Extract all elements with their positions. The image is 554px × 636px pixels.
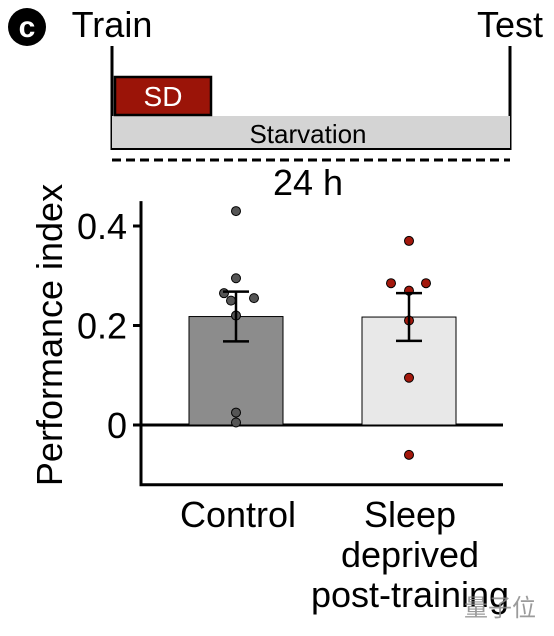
y-axis-label: Performance index	[29, 184, 70, 486]
sd-label: SD	[144, 81, 183, 112]
x-category-label: deprived	[341, 534, 479, 575]
data-points	[219, 206, 431, 460]
test-label: Test	[477, 4, 543, 45]
error-bars	[223, 290, 422, 343]
protocol-timeline: Train Test Starvation SD 24 h	[72, 4, 543, 203]
panel-label: c	[19, 11, 36, 44]
sd-bar	[113, 75, 213, 117]
panel-label-badge	[8, 8, 46, 46]
x-category-label: Control	[180, 494, 296, 535]
bars	[188, 316, 457, 426]
y-tick-label: 0.2	[77, 306, 127, 347]
x-category-label: post-training	[311, 574, 509, 615]
data-point	[421, 278, 431, 289]
starvation-bar	[112, 116, 510, 149]
data-point	[404, 449, 414, 460]
data-point	[386, 278, 396, 289]
y-axis: 0 0.2 0.4	[77, 201, 503, 487]
data-point	[231, 273, 241, 284]
y-tick-label: 0	[107, 405, 127, 446]
data-point	[231, 206, 241, 217]
data-point	[226, 295, 236, 306]
performance-chart: Performance index 0 0.2 0.4 Control Sleepde…	[29, 184, 509, 615]
data-point	[249, 293, 259, 304]
train-label: Train	[72, 4, 153, 45]
duration-label: 24 h	[273, 162, 343, 203]
x-category-label: Sleep	[364, 494, 456, 535]
y-tick-label: 0.4	[77, 206, 127, 247]
data-point	[404, 235, 414, 246]
data-point	[404, 372, 414, 383]
data-point	[231, 407, 241, 418]
watermark: 量子位	[464, 594, 536, 622]
data-point	[219, 288, 229, 299]
starvation-label: Starvation	[249, 119, 366, 149]
data-point	[231, 417, 241, 428]
